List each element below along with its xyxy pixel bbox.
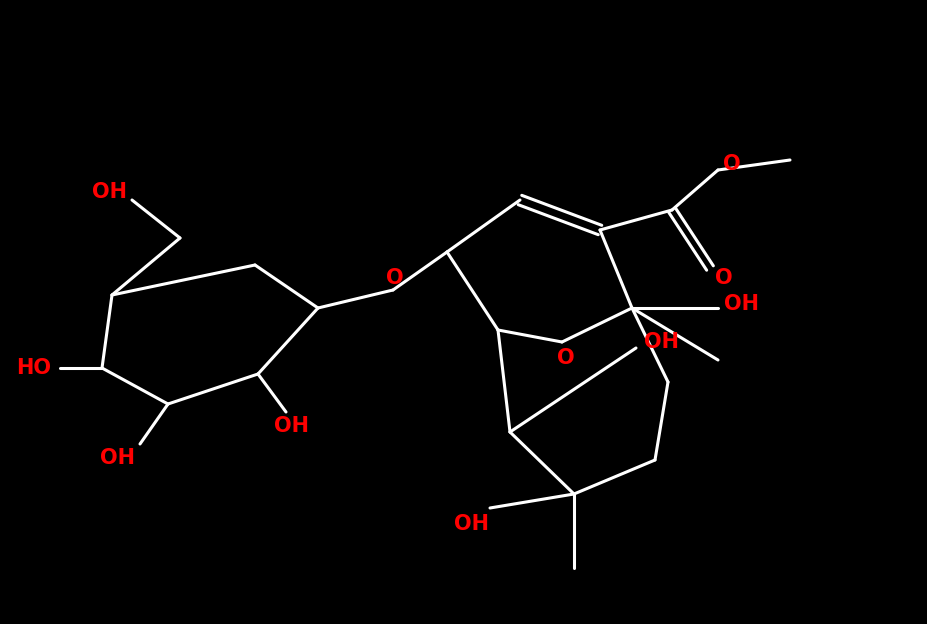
Text: O: O	[715, 268, 732, 288]
Text: OH: OH	[93, 182, 127, 202]
Text: OH: OH	[274, 416, 310, 436]
Text: OH: OH	[454, 514, 489, 534]
Text: OH: OH	[724, 294, 758, 314]
Text: HO: HO	[17, 358, 51, 378]
Text: OH: OH	[100, 448, 135, 468]
Text: O: O	[386, 268, 403, 288]
Text: OH: OH	[644, 332, 679, 352]
Text: O: O	[722, 154, 740, 174]
Text: O: O	[556, 348, 574, 368]
